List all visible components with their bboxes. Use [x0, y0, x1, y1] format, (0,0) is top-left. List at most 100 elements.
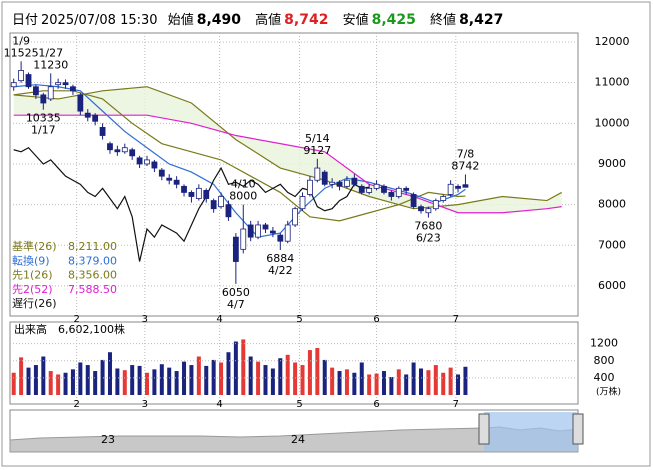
candle-body [114, 149, 121, 153]
annotation: 4/10 [231, 178, 256, 191]
x-tick-label: 6 [373, 314, 379, 325]
volume-bar [19, 357, 24, 395]
header: 日付 2025/07/08 15:30 始値 8,490 高値 8,742 安値 8,4… [12, 9, 513, 28]
volume-label: 出来高 [14, 322, 47, 336]
annotation: 8000 [229, 190, 257, 203]
legend-value: 8,211.00 [68, 240, 117, 253]
volume-bar [93, 371, 98, 395]
volume-bar [48, 371, 53, 395]
annotation: 6050 [222, 286, 250, 299]
candle-body [358, 185, 365, 193]
candle-body [144, 159, 150, 165]
volume-bar [219, 362, 224, 395]
candle-body [277, 234, 284, 242]
volume-bar [189, 365, 194, 395]
annotation: 1/27 [38, 46, 63, 59]
volume-tick-label: 800 [594, 354, 615, 367]
range-handle-right[interactable] [572, 413, 584, 445]
candle-body [307, 179, 313, 195]
candle-body [240, 228, 247, 250]
candle-body [40, 94, 47, 104]
volume-bar [456, 374, 461, 395]
volume-bar [196, 356, 201, 395]
candle-body [166, 177, 173, 181]
volume-bar [285, 354, 290, 395]
volume-bar [448, 367, 453, 395]
x-tick-label: 2 [73, 399, 79, 410]
x-tick-label: 4 [216, 314, 222, 325]
candle-body [84, 112, 91, 118]
y-tick-label: 7000 [598, 238, 626, 251]
candle-body [395, 187, 402, 197]
candle-body [203, 189, 210, 199]
x-tick-label: 3 [142, 399, 148, 410]
candle-body [92, 114, 99, 122]
annotation: 9127 [303, 144, 331, 157]
candle-body [25, 74, 32, 88]
annotation: 11525 [4, 46, 39, 59]
volume-bar [159, 364, 164, 395]
candle-body [107, 143, 113, 151]
candle-body [321, 171, 328, 185]
candle-body [18, 70, 25, 82]
y-tick-label: 6000 [598, 279, 626, 292]
candle-body [410, 194, 417, 208]
annotation: 8742 [451, 159, 479, 172]
volume-tick-label: 400 [594, 371, 615, 384]
x-tick-label: 4 [216, 399, 222, 410]
volume-bar [381, 371, 386, 395]
annotation: 1/17 [31, 124, 56, 137]
indicator-line [13, 84, 466, 238]
volume-bar [441, 372, 446, 395]
candle-body [77, 94, 84, 112]
volume-bar [352, 372, 357, 395]
volume-bar [337, 371, 342, 395]
volume-bar [426, 370, 431, 395]
volume-tick-label: 1200 [590, 337, 618, 350]
candle-body [181, 185, 187, 193]
volume-bar [174, 371, 179, 395]
navigator-range[interactable] [484, 412, 578, 451]
x-tick-label: 7 [453, 399, 459, 410]
y-tick-label: 9000 [598, 157, 626, 170]
annotation: 4/7 [227, 298, 245, 311]
candle-body [351, 177, 358, 185]
candle-body [62, 82, 69, 86]
candle-body [269, 230, 276, 234]
candle-body [247, 224, 254, 238]
volume-bar [56, 374, 61, 395]
open-value: 8,490 [196, 12, 241, 28]
candle-body [373, 183, 380, 189]
annotation: 4/22 [268, 264, 293, 277]
candle-body [418, 206, 424, 212]
volume-bar [70, 369, 75, 395]
range-handle-left[interactable] [478, 413, 490, 445]
y-tick-label: 11000 [595, 76, 630, 89]
volume-bar [85, 365, 90, 395]
volume-bar [256, 361, 261, 395]
volume-bar [359, 362, 364, 395]
x-tick-label: 6 [373, 399, 379, 410]
volume-bar [63, 372, 68, 395]
candle-body [440, 196, 447, 201]
date-label: 日付 [12, 13, 39, 28]
candle-body [151, 161, 158, 169]
volume-bar [115, 368, 120, 395]
volume-bar [270, 368, 275, 395]
y-tick-label: 10000 [595, 116, 630, 129]
volume-bar [300, 365, 305, 395]
volume-bar [233, 341, 238, 395]
volume-bar [152, 369, 157, 395]
y-tick-label: 12000 [595, 35, 630, 48]
legend-name: 転換(9) [12, 254, 50, 267]
volume-bar [107, 352, 112, 395]
volume-bar [130, 365, 135, 395]
volume-bar [78, 362, 83, 395]
candle-body [70, 86, 76, 92]
volume-bar [137, 365, 142, 395]
volume-bar [33, 365, 38, 395]
candle-body [129, 149, 136, 157]
candle-body [158, 169, 165, 177]
